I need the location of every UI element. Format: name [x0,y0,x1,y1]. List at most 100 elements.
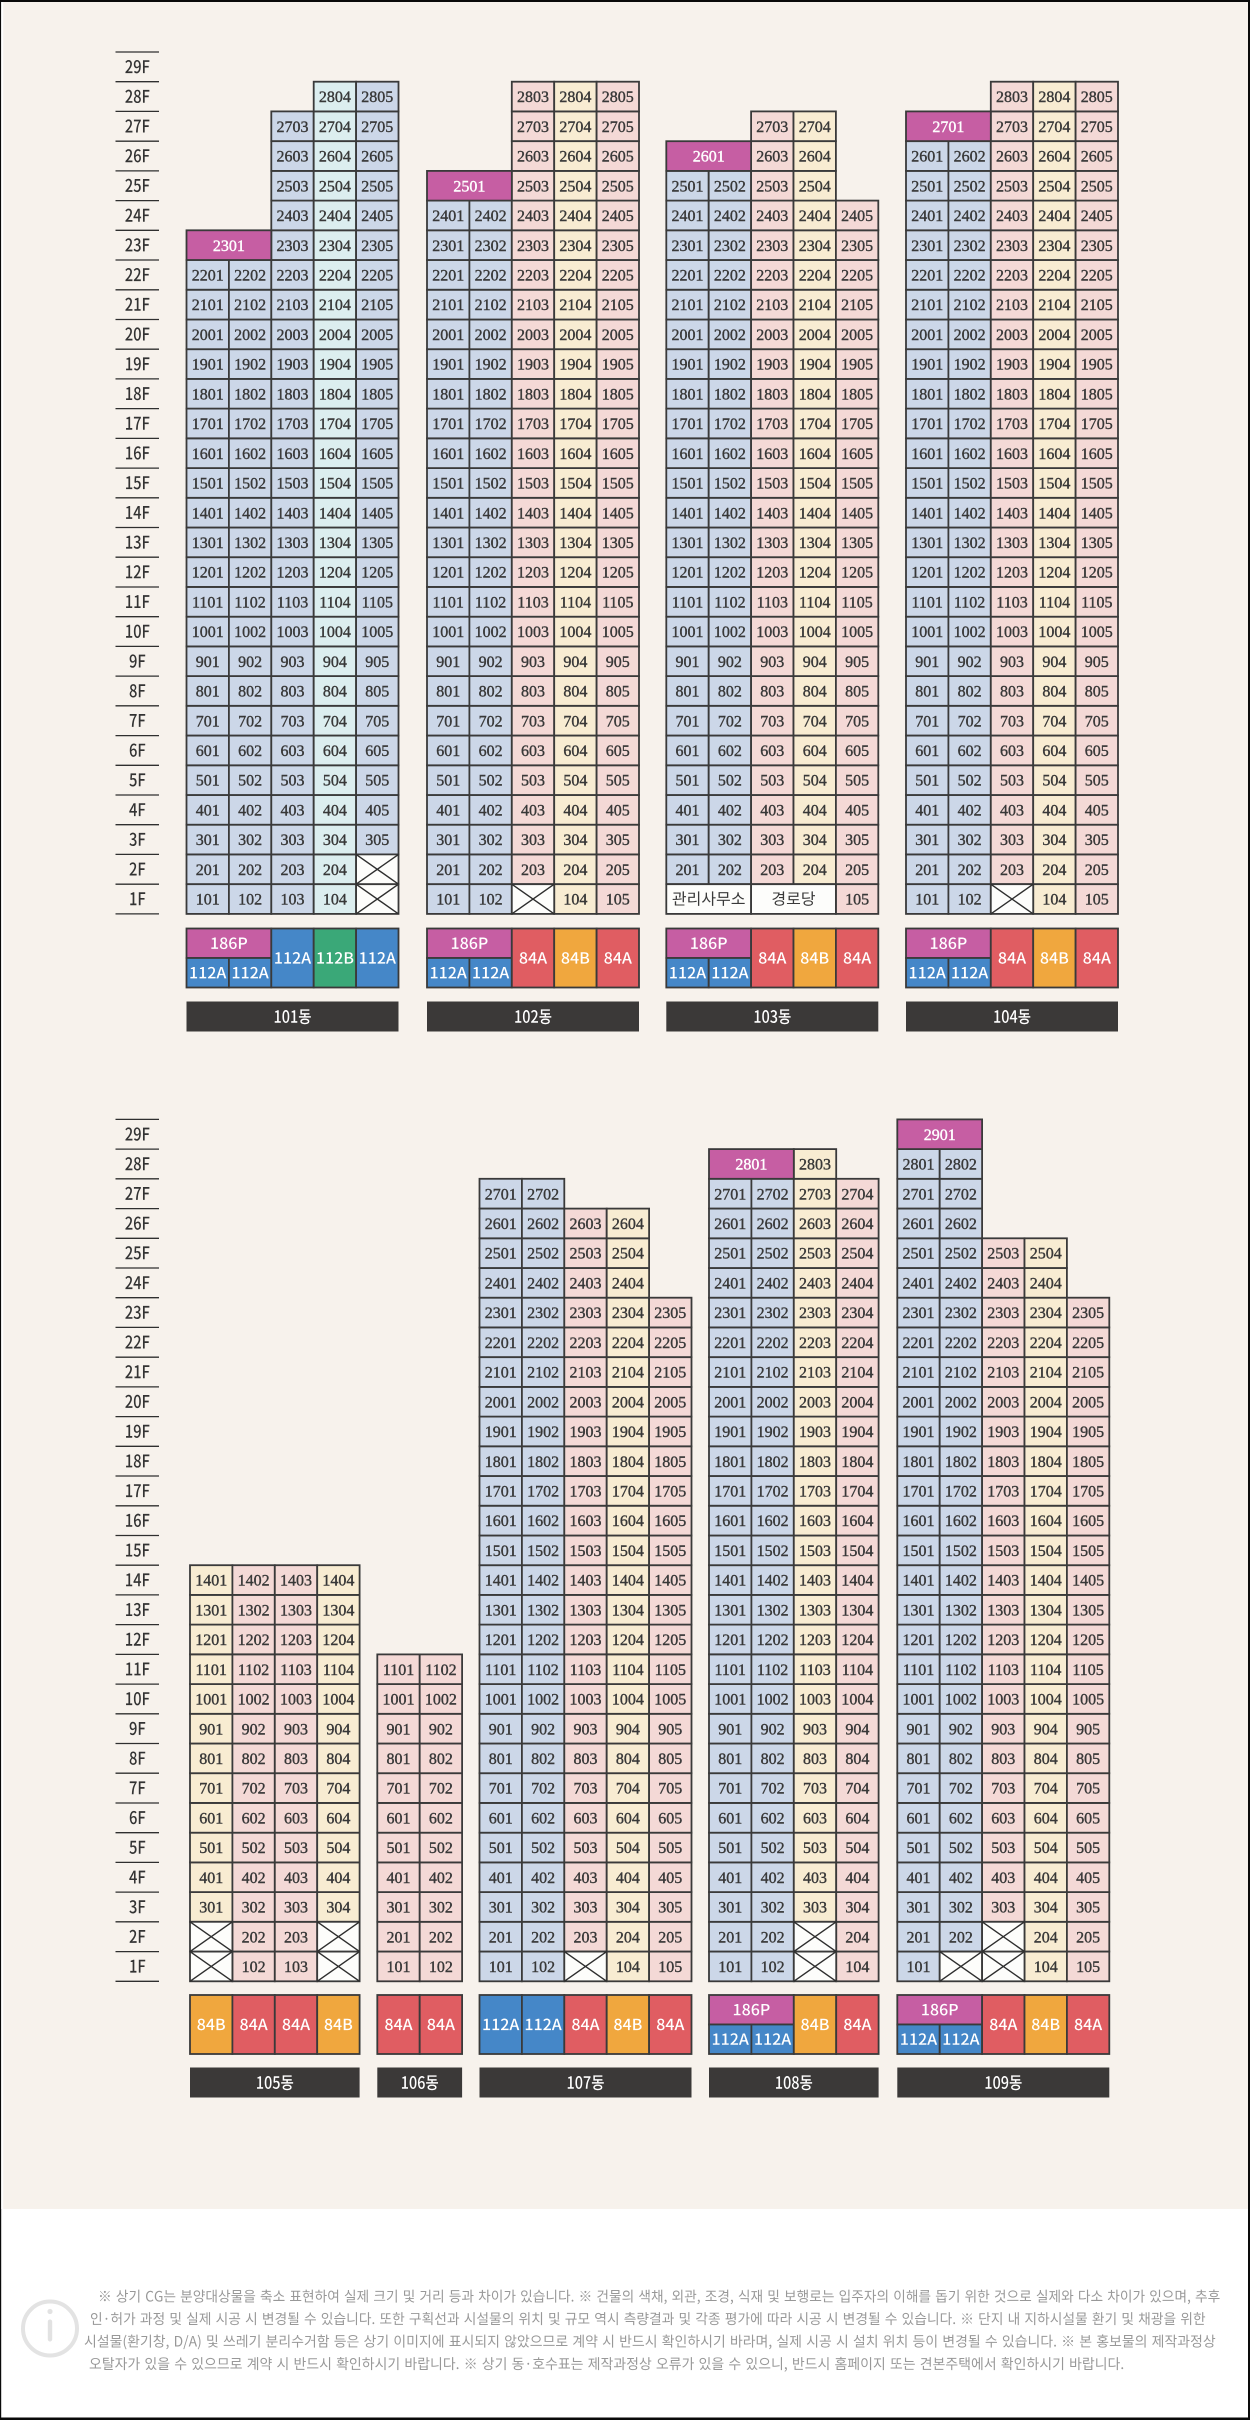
svg-text:904: 904 [323,654,347,671]
svg-text:403: 403 [521,803,545,820]
svg-text:2004: 2004 [1030,1394,1062,1411]
svg-text:1402: 1402 [238,1573,270,1590]
svg-text:1601: 1601 [714,1513,746,1530]
svg-text:2705: 2705 [361,119,393,136]
svg-text:801: 801 [907,1751,931,1768]
svg-text:701: 701 [676,713,700,730]
svg-text:1905: 1905 [361,357,393,374]
svg-text:2201: 2201 [714,1335,746,1352]
svg-text:301: 301 [718,1900,742,1917]
svg-text:1305: 1305 [602,535,634,552]
svg-text:2303: 2303 [987,1305,1019,1322]
svg-text:405: 405 [1085,803,1109,820]
svg-text:1602: 1602 [945,1513,977,1530]
svg-text:2501: 2501 [453,178,485,195]
svg-text:304: 304 [616,1900,640,1917]
svg-text:1803: 1803 [987,1454,1019,1471]
svg-text:1801: 1801 [432,386,464,403]
svg-text:2202: 2202 [954,268,986,285]
svg-text:1103: 1103 [517,594,548,611]
svg-text:2701: 2701 [903,1186,935,1203]
svg-text:203: 203 [760,862,784,879]
svg-text:804: 804 [1034,1751,1058,1768]
svg-text:2104: 2104 [799,297,831,314]
svg-text:904: 904 [803,654,827,671]
svg-text:1301: 1301 [485,1602,517,1619]
svg-text:1904: 1904 [319,357,351,374]
svg-text:1103: 1103 [996,594,1027,611]
svg-text:104: 104 [1034,1959,1058,1976]
svg-text:1502: 1502 [475,476,507,493]
svg-text:402: 402 [238,803,262,820]
svg-text:1705: 1705 [361,416,393,433]
svg-text:202: 202 [718,862,742,879]
svg-text:802: 802 [761,1751,785,1768]
svg-text:1705: 1705 [1072,1484,1104,1501]
svg-text:1504: 1504 [841,1543,873,1560]
svg-text:1004: 1004 [1030,1692,1062,1709]
svg-text:801: 801 [915,684,939,701]
svg-text:1503: 1503 [799,1543,831,1560]
svg-text:301: 301 [489,1900,513,1917]
svg-text:403: 403 [991,1870,1015,1887]
svg-text:2602: 2602 [954,149,986,166]
svg-text:1005: 1005 [602,624,634,641]
svg-text:2003: 2003 [570,1394,602,1411]
svg-text:704: 704 [323,713,347,730]
svg-text:2003: 2003 [799,1394,831,1411]
svg-text:1603: 1603 [756,446,788,463]
svg-text:902: 902 [531,1721,555,1738]
svg-text:905: 905 [1085,654,1109,671]
svg-text:1401: 1401 [903,1573,935,1590]
svg-text:2001: 2001 [192,327,224,344]
svg-text:2005: 2005 [654,1394,686,1411]
svg-text:302: 302 [949,1900,973,1917]
svg-text:1702: 1702 [475,416,507,433]
svg-text:2205: 2205 [841,268,873,285]
svg-text:1503: 1503 [517,476,549,493]
svg-text:2202: 2202 [475,268,507,285]
svg-text:1802: 1802 [714,386,746,403]
svg-text:1003: 1003 [987,1692,1019,1709]
svg-text:2805: 2805 [602,89,634,106]
svg-text:1805: 1805 [841,386,873,403]
svg-text:905: 905 [845,654,869,671]
svg-text:1304: 1304 [1030,1602,1062,1619]
svg-text:1803: 1803 [996,386,1028,403]
svg-text:2001: 2001 [911,327,943,344]
svg-text:2505: 2505 [602,178,634,195]
svg-text:1105: 1105 [362,594,393,611]
svg-text:2305: 2305 [841,238,873,255]
svg-text:1502: 1502 [757,1543,789,1560]
svg-text:2601: 2601 [714,1216,746,1233]
svg-text:1205: 1205 [602,565,634,582]
svg-text:2604: 2604 [612,1216,644,1233]
svg-text:502: 502 [479,773,503,790]
svg-text:402: 402 [242,1870,266,1887]
svg-text:1603: 1603 [996,446,1028,463]
svg-text:1403: 1403 [517,505,549,522]
svg-text:101: 101 [196,892,220,909]
svg-text:1003: 1003 [996,624,1028,641]
svg-text:2804: 2804 [1038,89,1070,106]
svg-text:2505: 2505 [1081,178,1113,195]
svg-text:605: 605 [845,743,869,760]
svg-text:2103: 2103 [517,297,549,314]
svg-text:1001: 1001 [485,1692,517,1709]
svg-text:2501: 2501 [672,178,704,195]
svg-text:102: 102 [242,1959,266,1976]
svg-text:2802: 2802 [945,1157,977,1174]
svg-text:1204: 1204 [322,1632,354,1649]
svg-text:504: 504 [563,773,587,790]
svg-text:2604: 2604 [841,1216,873,1233]
svg-text:1403: 1403 [987,1573,1019,1590]
svg-text:1704: 1704 [612,1484,644,1501]
svg-text:602: 602 [531,1810,555,1827]
svg-text:1204: 1204 [1030,1632,1062,1649]
svg-text:104: 104 [563,892,587,909]
svg-text:2205: 2205 [1081,268,1113,285]
svg-text:2204: 2204 [559,268,591,285]
svg-text:1304: 1304 [319,535,351,552]
svg-text:1605: 1605 [602,446,634,463]
svg-text:805: 805 [1085,684,1109,701]
